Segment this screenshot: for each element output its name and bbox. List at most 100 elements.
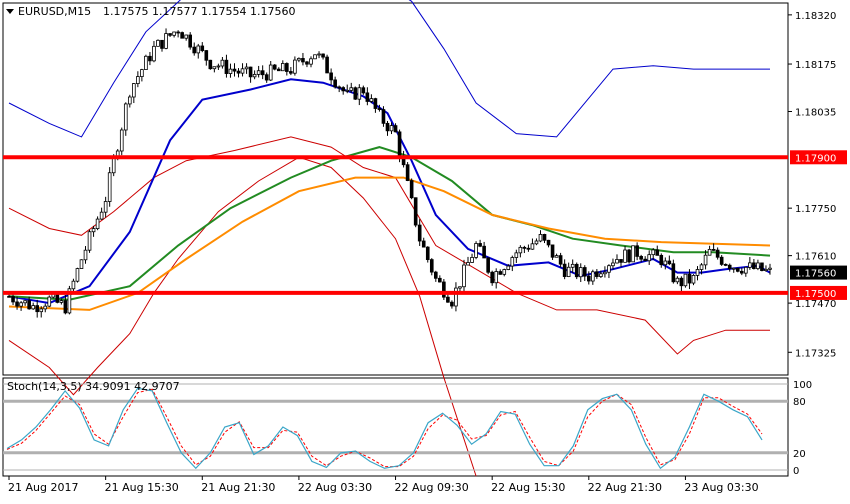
candle-body bbox=[228, 68, 233, 74]
candle-body bbox=[152, 45, 156, 62]
candle-body bbox=[417, 224, 422, 242]
candle-body bbox=[566, 266, 571, 277]
candle-body bbox=[373, 98, 378, 109]
time-tick-label: 22 Aug 09:30 bbox=[395, 481, 469, 494]
candlesticks bbox=[7, 28, 772, 318]
envelope_lower-line bbox=[8, 156, 477, 477]
candle-body bbox=[748, 262, 752, 268]
candle-body bbox=[433, 271, 438, 279]
candle-body bbox=[285, 63, 289, 72]
time-tick-label: 23 Aug 03:30 bbox=[684, 481, 758, 494]
envelope_upper-line bbox=[8, 0, 770, 138]
candle-body bbox=[514, 252, 519, 258]
candle-body bbox=[123, 103, 128, 131]
candle-body bbox=[180, 32, 184, 39]
candle-body bbox=[486, 257, 490, 273]
candle-body bbox=[607, 265, 611, 273]
candle-body bbox=[31, 305, 35, 310]
candle-body bbox=[667, 260, 672, 265]
candle-body bbox=[353, 87, 358, 100]
candle-body bbox=[603, 271, 607, 275]
candle-body bbox=[19, 302, 23, 307]
candle-body bbox=[55, 293, 60, 303]
candle-body bbox=[293, 59, 297, 74]
candle-body bbox=[144, 55, 148, 70]
candle-body bbox=[99, 211, 104, 220]
candle-body bbox=[216, 65, 221, 68]
candle-body bbox=[578, 267, 583, 278]
candle-body bbox=[727, 264, 732, 270]
candle-body bbox=[446, 296, 450, 303]
candle-body bbox=[526, 247, 531, 250]
candle-body bbox=[361, 87, 366, 94]
candle-body bbox=[244, 66, 249, 70]
candle-body bbox=[462, 264, 466, 288]
candle-body bbox=[377, 108, 382, 110]
symbol-dropdown-arrow-icon[interactable] bbox=[6, 9, 14, 14]
candle-body bbox=[663, 260, 668, 266]
candle-body bbox=[272, 64, 277, 70]
candle-body bbox=[289, 71, 293, 74]
price-tick-label: 1.18175 bbox=[795, 60, 836, 71]
candle-body bbox=[635, 245, 639, 257]
candle-body bbox=[297, 58, 301, 61]
candle-body bbox=[474, 243, 478, 258]
candle-body bbox=[280, 63, 285, 72]
candle-body bbox=[369, 98, 374, 102]
candle-body bbox=[711, 248, 716, 251]
current-price-badge bbox=[790, 265, 847, 280]
candle-body bbox=[107, 172, 112, 202]
candle-body bbox=[421, 240, 426, 248]
candle-body bbox=[389, 125, 394, 132]
candle-body bbox=[570, 263, 575, 268]
candle-body bbox=[413, 197, 418, 226]
candle-body bbox=[530, 243, 535, 250]
candle-body bbox=[715, 249, 720, 258]
candle-body bbox=[39, 308, 44, 313]
candle-body bbox=[236, 70, 241, 74]
candle-body bbox=[349, 87, 354, 91]
candle-body bbox=[643, 258, 647, 262]
candle-body bbox=[140, 69, 144, 77]
time-tick-label: 22 Aug 21:30 bbox=[588, 481, 662, 494]
candle-body bbox=[647, 254, 652, 262]
candle-body bbox=[651, 249, 656, 256]
candle-body bbox=[172, 31, 176, 36]
candle-body bbox=[95, 218, 100, 229]
candle-body bbox=[321, 53, 325, 58]
candle-body bbox=[75, 268, 80, 282]
time-tick-label: 21 Aug 2017 bbox=[8, 481, 78, 494]
candle-body bbox=[208, 59, 213, 70]
candle-body bbox=[188, 34, 193, 48]
candle-body bbox=[562, 263, 567, 277]
candle-body bbox=[148, 55, 152, 62]
stoch-level-label: 0 bbox=[793, 466, 799, 477]
candle-body bbox=[409, 180, 414, 199]
candle-body bbox=[599, 273, 603, 277]
candle-body bbox=[438, 277, 442, 283]
candle-body bbox=[184, 34, 188, 39]
candle-body bbox=[502, 269, 507, 275]
price-tick-label: 1.17325 bbox=[795, 348, 836, 359]
candle-body bbox=[196, 45, 201, 54]
level-badge-label-0: 1.17900 bbox=[795, 153, 836, 164]
candle-body bbox=[220, 59, 225, 67]
stoch-signal-line bbox=[6, 388, 763, 468]
candle-body bbox=[204, 50, 209, 61]
current-price-label: 1.17560 bbox=[795, 269, 836, 280]
time-tick-label: 22 Aug 03:30 bbox=[298, 481, 372, 494]
candle-body bbox=[687, 273, 692, 284]
candle-body bbox=[586, 275, 591, 282]
candle-body bbox=[707, 248, 712, 256]
candle-body bbox=[7, 295, 11, 298]
candle-body bbox=[731, 267, 736, 270]
candle-body bbox=[683, 273, 688, 287]
candle-body bbox=[756, 262, 760, 270]
candle-body bbox=[699, 264, 704, 270]
candle-body bbox=[554, 255, 559, 258]
candle-body bbox=[723, 263, 728, 266]
level-badge-1 bbox=[790, 285, 847, 300]
candle-body bbox=[631, 245, 635, 263]
candle-body bbox=[546, 239, 551, 246]
